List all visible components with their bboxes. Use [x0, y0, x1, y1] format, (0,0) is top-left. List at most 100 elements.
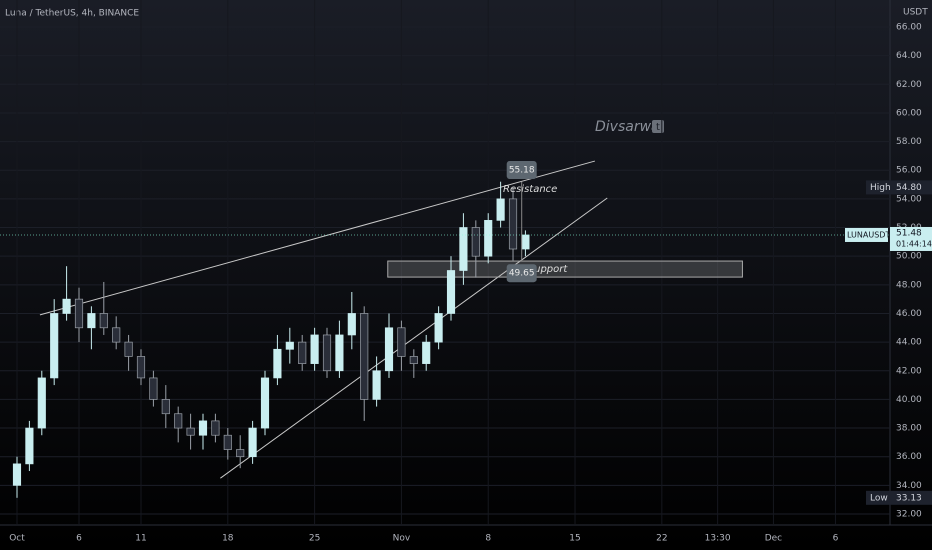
candle-body — [74, 298, 84, 329]
candle-body — [124, 341, 133, 357]
y-tick-label: 66.00 — [896, 23, 922, 33]
high-box — [890, 180, 932, 195]
candle-body — [347, 313, 356, 336]
last-price-value: 51.48 — [896, 228, 922, 238]
y-tick-label: 58.00 — [896, 137, 922, 147]
measure-label: 55.18 — [509, 165, 535, 175]
y-tick-label: 34.00 — [896, 481, 922, 491]
candle-body — [508, 198, 518, 250]
candle-body — [384, 327, 394, 372]
last-price-tag — [845, 227, 888, 242]
x-tick-label: 25 — [309, 534, 320, 544]
watermark-icon-bg — [652, 120, 664, 133]
x-tick-label: Dec — [765, 534, 782, 544]
candle-body — [99, 313, 108, 329]
candle-body — [260, 377, 270, 429]
candle-body — [298, 341, 307, 364]
candle-body — [136, 356, 146, 379]
candle-body — [434, 313, 443, 343]
candle-body — [186, 427, 195, 436]
y-tick-label: 32.00 — [896, 510, 922, 520]
candle-body — [198, 420, 208, 436]
candle-body — [310, 334, 319, 364]
low-tag — [866, 490, 890, 505]
candle-body — [372, 370, 381, 400]
y-tick-label: 36.00 — [896, 452, 922, 462]
low-value: 33.13 — [896, 493, 922, 503]
x-tick-label: 8 — [485, 534, 491, 544]
x-tick-label: 15 — [569, 534, 580, 544]
low-box — [890, 490, 932, 505]
x-tick-label: Oct — [9, 534, 25, 544]
y-tick-label: 46.00 — [896, 309, 922, 319]
countdown: 01:44:14 — [896, 239, 932, 248]
currency: USDT — [903, 8, 928, 18]
y-tick-label: 60.00 — [896, 108, 922, 118]
support-label: Support — [528, 264, 569, 275]
y-tick-label: 42.00 — [896, 366, 922, 376]
candle-body — [422, 341, 431, 364]
resistance-label: Resistance — [503, 184, 557, 195]
candle-body — [322, 334, 332, 372]
candle-body — [248, 427, 257, 458]
candle-body — [521, 234, 530, 250]
y-tick-label: 40.00 — [896, 395, 922, 405]
x-tick-label: Nov — [393, 534, 411, 544]
candle-body — [471, 227, 480, 257]
candle-body — [211, 420, 220, 436]
x-tick-label: 6 — [76, 534, 82, 544]
candle-body — [496, 198, 505, 221]
x-tick-label: 22 — [656, 534, 667, 544]
support-line — [220, 197, 608, 479]
candle-body — [335, 334, 344, 372]
candle-body — [223, 434, 232, 450]
candle-body — [161, 399, 170, 415]
candle-body — [459, 227, 468, 271]
x-tick-label: 18 — [222, 534, 234, 544]
watermark: Divsarwa — [595, 119, 660, 135]
candle-body — [484, 220, 493, 257]
candle-body — [409, 356, 418, 364]
y-tick-label: 64.00 — [896, 51, 922, 61]
candle-body — [285, 341, 294, 350]
x-tick-label: 6 — [833, 534, 839, 544]
candle-body — [25, 427, 34, 465]
candle-body — [149, 377, 158, 400]
measure-box — [506, 264, 537, 283]
support-zone — [387, 260, 743, 278]
watermark-icon: t — [656, 122, 660, 133]
candle-body — [174, 413, 183, 429]
candle-body — [37, 377, 46, 429]
measure-box — [506, 160, 537, 179]
y-tick-label: 54.00 — [896, 194, 922, 204]
high-tag — [866, 180, 890, 195]
candle-body — [112, 327, 121, 343]
high-text: High — [870, 183, 891, 193]
candle-body — [62, 298, 71, 314]
candle-body — [50, 313, 59, 379]
candle-body — [446, 270, 456, 314]
x-tick-label: 11 — [135, 534, 146, 544]
candle-body — [273, 348, 282, 379]
y-tick-label: 48.00 — [896, 280, 922, 290]
candle-body — [87, 313, 96, 329]
y-tick-label: 50.00 — [896, 252, 922, 262]
candle-body — [397, 327, 406, 357]
low-text: Low — [870, 493, 888, 503]
last-price-symbol: LUNAUSDT — [847, 230, 890, 239]
resistance-line — [39, 160, 595, 316]
last-price-box — [890, 226, 932, 251]
candle-body — [360, 313, 369, 400]
x-tick-label: 13:30 — [705, 534, 731, 544]
y-tick-label: 44.00 — [896, 338, 922, 348]
candle-body — [236, 449, 245, 458]
candle-body — [12, 463, 22, 486]
y-tick-label: 62.00 — [896, 80, 922, 90]
y-tick-label: 38.00 — [896, 424, 922, 434]
y-tick-label: 56.00 — [896, 166, 922, 176]
high-value: 54.80 — [896, 183, 922, 193]
measure-label: 49.65 — [509, 269, 535, 279]
chart-title: Luna / TetherUS, 4h, BINANCE — [5, 9, 139, 19]
